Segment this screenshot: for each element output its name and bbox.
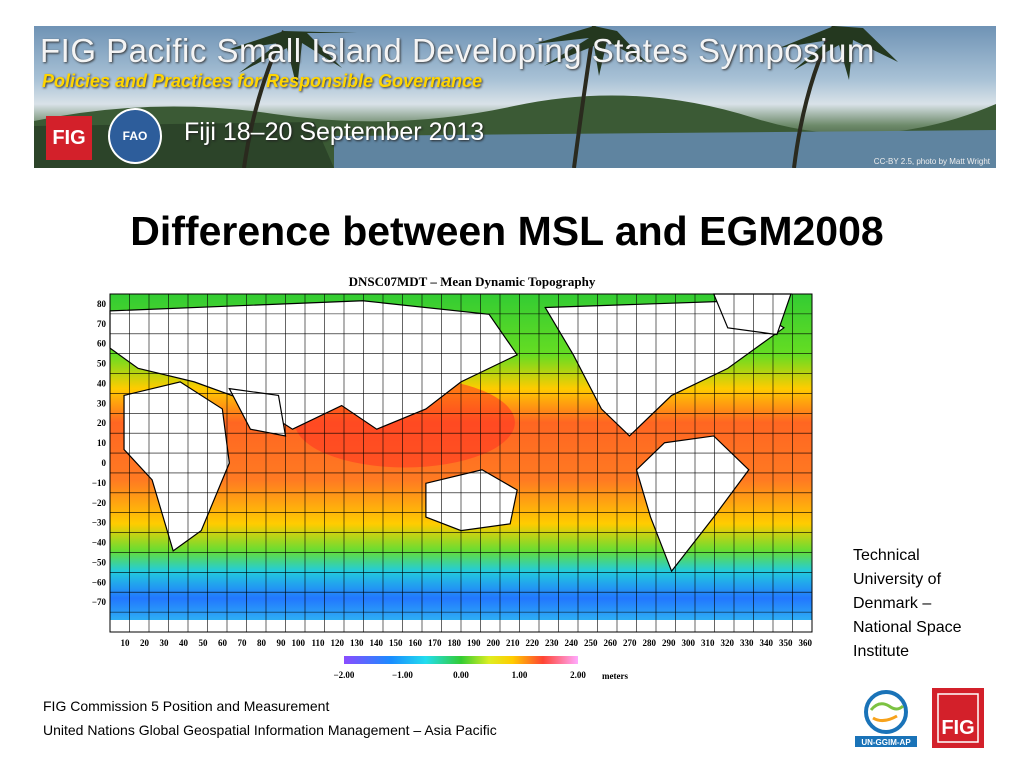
lon-tick-label: 310 [701,638,715,648]
lon-tick-label: 340 [760,638,774,648]
map-title: DNSC07MDT – Mean Dynamic Topography [348,274,596,289]
lon-tick-label: 30 [160,638,170,648]
lon-tick-label: 160 [409,638,423,648]
footer-line-1: FIG Commission 5 Position and Measuremen… [43,698,330,714]
lon-tick-label: 80 [257,638,267,648]
lat-tick-label: 50 [97,359,107,369]
slide-title: Difference between MSL and EGM2008 [130,208,884,254]
lat-tick-label: 80 [97,299,107,309]
lon-tick-label: 10 [121,638,131,648]
caption-line: Technical [853,547,920,564]
lat-tick-label: 10 [97,438,107,448]
lat-tick-label: 20 [97,418,107,428]
mdt-map-figure: DNSC07MDT – Mean Dynamic Topography [82,270,822,690]
lon-tick-label: 100 [292,638,306,648]
lon-tick-label: 270 [623,638,637,648]
landmass [109,300,519,430]
lon-tick-label: 350 [779,638,793,648]
colorbar-tick-label: 0.00 [453,670,469,680]
lon-tick-label: 210 [506,638,520,648]
lon-tick-label: 250 [584,638,598,648]
lat-tick-label: 0 [102,458,107,468]
lat-tick-label: −60 [92,577,107,587]
lon-tick-label: 220 [526,638,540,648]
lon-tick-label: 20 [140,638,150,648]
lon-tick-label: 50 [199,638,209,648]
lon-tick-label: 230 [545,638,559,648]
lat-tick-label: 70 [97,319,107,329]
lon-tick-label: 150 [389,638,403,648]
lat-tick-label: −20 [92,498,107,508]
ungg-label: UN-GGIM-AP [861,738,911,747]
lon-tick-label: 360 [799,638,813,648]
lon-tick-label: 240 [565,638,579,648]
un-ggim-ap-logo: UN-GGIM-AP [855,690,917,747]
lat-tick-label: −70 [92,597,107,607]
fao-logo: FAO [108,108,162,164]
lon-tick-label: 170 [428,638,442,648]
lon-tick-label: 70 [238,638,248,648]
caption-line: University of [853,571,942,588]
landmass [123,381,230,552]
lon-tick-label: 40 [179,638,189,648]
lon-tick-label: 60 [218,638,228,648]
lon-tick-label: 320 [721,638,735,648]
colorbar-tick-label: −1.00 [392,670,413,680]
caption-line: Institute [853,643,910,660]
lon-tick-label: 110 [311,638,325,648]
lat-tick-label: −40 [92,538,107,548]
lat-tick-label: 30 [97,398,107,408]
lat-tick-label: 40 [97,378,107,388]
fig-logo: FIG [46,116,92,160]
source-caption: Technical University of Denmark – Nation… [853,544,1003,664]
lon-tick-label: 330 [740,638,754,648]
banner-date: Fiji 18–20 September 2013 [184,118,485,146]
lon-tick-label: 260 [604,638,618,648]
banner-title: FIG Pacific Small Island Developing Stat… [40,32,875,69]
fig-logo-footer: FIG [932,688,984,748]
colorbar-tick-label: 2.00 [570,670,586,680]
plot-frame [109,293,813,633]
colorbar-tick-label: −2.00 [334,670,355,680]
lat-tick-label: −10 [92,478,107,488]
caption-line: National Space [853,619,962,636]
lon-tick-label: 190 [467,638,481,648]
colorbar [344,656,578,664]
lon-tick-label: 180 [448,638,462,648]
symposium-banner: FIG Pacific Small Island Developing Stat… [34,26,996,168]
lon-tick-label: 120 [331,638,345,648]
lon-tick-label: 280 [643,638,657,648]
lon-tick-label: 300 [682,638,696,648]
landmass [635,435,750,573]
fig-logo-label: FIG [941,717,974,739]
lon-tick-label: 200 [487,638,501,648]
lat-tick-label: −50 [92,557,107,567]
colorbar-unit: meters [602,671,628,681]
colorbar-tick-label: 1.00 [512,670,528,680]
landmass [425,469,518,532]
lon-tick-label: 90 [277,638,287,648]
footer-line-2: United Nations Global Geospatial Informa… [43,722,497,738]
lat-tick-label: 60 [97,339,107,349]
lon-tick-label: 140 [370,638,384,648]
lon-tick-label: 290 [662,638,676,648]
photo-credit: CC-BY 2.5, photo by Matt Wright [873,157,990,166]
banner-subtitle: Policies and Practices for Responsible G… [42,71,483,91]
caption-line: Denmark – [853,595,932,612]
lat-tick-label: −30 [92,518,107,528]
lon-tick-label: 130 [350,638,364,648]
